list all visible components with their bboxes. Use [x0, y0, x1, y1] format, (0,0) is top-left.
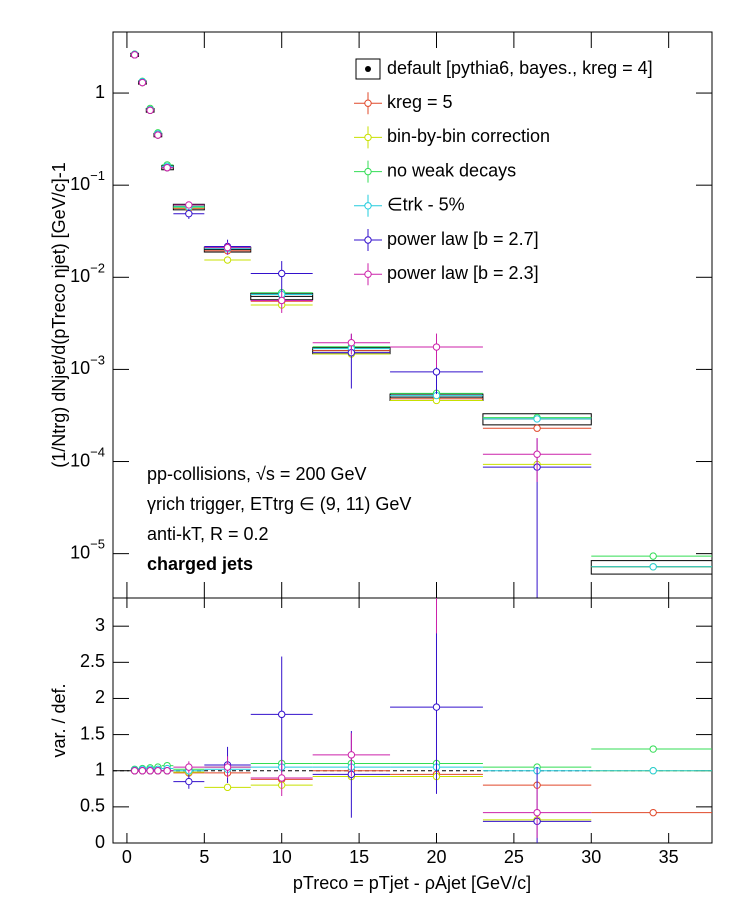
data-point — [649, 808, 657, 817]
x-axis-label: pTreco = pTjet - ρAjet [GeV/c] — [293, 873, 531, 893]
legend-label: power law [b = 2.7] — [387, 229, 539, 249]
data-point — [163, 767, 171, 775]
data-point — [347, 338, 356, 347]
y-tick-label: 10−5 — [70, 537, 105, 562]
data-point — [185, 763, 193, 771]
data-point — [278, 269, 286, 278]
y-tick-label: 0 — [95, 832, 105, 852]
y-tick-label: 10−2 — [70, 261, 105, 286]
data-point — [185, 201, 193, 209]
x-tick-label: 0 — [122, 847, 132, 867]
plot-frame — [112, 597, 713, 844]
y-tick-label: 1 — [95, 82, 105, 102]
legend-marker — [364, 202, 372, 210]
data-point — [533, 450, 541, 458]
uncertainty-box — [590, 560, 712, 575]
y-axis-label: var. / def. — [49, 683, 69, 757]
legend-marker — [364, 270, 372, 278]
y-axis-label: (1/Ntrg) dNjet/d(pTreco ηjet) [GeV/c]-1 — [49, 162, 69, 467]
data-point — [649, 552, 657, 560]
y-tick-label: 3 — [95, 615, 105, 635]
legend-marker — [364, 133, 372, 142]
data-point — [223, 783, 232, 792]
legend-label: bin-by-bin correction — [387, 126, 550, 146]
data-point — [163, 163, 171, 172]
exponent: −4 — [90, 445, 105, 460]
y-tick-label: 10−3 — [70, 353, 105, 378]
legend-marker — [364, 236, 372, 244]
legend-marker — [365, 66, 371, 72]
data-point — [223, 763, 232, 771]
x-tick-label: 35 — [659, 847, 679, 867]
data-point — [432, 343, 441, 351]
annotation: anti-kT, R = 0.2 — [147, 524, 269, 544]
data-point — [278, 774, 286, 782]
x-tick-label: 30 — [581, 847, 601, 867]
data-point — [185, 777, 193, 786]
legend-label: kreg = 5 — [387, 92, 453, 112]
exponent: −1 — [90, 169, 105, 184]
data-point — [649, 745, 657, 753]
annotation: γrich trigger, ETtrg ∈ (9, 11) GeV — [147, 494, 411, 514]
data-point — [154, 767, 162, 775]
legend-label: no weak decays — [387, 160, 516, 180]
legend-label: power law [b = 2.3] — [387, 263, 539, 283]
data-point — [649, 767, 657, 775]
data-point — [146, 767, 154, 775]
plot-area — [113, 598, 712, 843]
data-point — [347, 751, 356, 759]
y-tick-label: 2.5 — [80, 651, 105, 671]
data-point — [650, 599, 656, 605]
data-point — [223, 243, 232, 252]
exponent: −2 — [90, 261, 105, 276]
data-point — [223, 256, 232, 264]
data-point — [278, 296, 286, 305]
exponent: −5 — [90, 537, 105, 552]
data-point — [649, 563, 657, 571]
y-tick-label: 10−1 — [70, 169, 105, 194]
y-tick-label: 2 — [95, 687, 105, 707]
y-tick-label: 1 — [95, 759, 105, 779]
x-tick-label: 10 — [272, 847, 292, 867]
data-point — [432, 368, 441, 376]
data-point — [138, 78, 147, 87]
data-point — [185, 210, 193, 218]
data-point — [278, 710, 286, 719]
data-point — [533, 424, 541, 432]
y-tick-label: 1.5 — [80, 723, 105, 743]
data-point — [432, 703, 441, 711]
data-point — [138, 767, 147, 775]
data-point — [533, 415, 541, 423]
legend-box — [355, 58, 381, 80]
data-point — [146, 106, 154, 114]
legend-label: ∈trk - 5% — [387, 195, 465, 215]
y-tick-label: 10−4 — [70, 445, 105, 470]
legend-label: default [pythia6, bayes., kreg = 4] — [387, 58, 653, 78]
data-point — [533, 808, 541, 817]
data-point — [130, 51, 139, 59]
x-tick-label: 20 — [426, 847, 446, 867]
legend-marker — [364, 167, 372, 176]
y-tick-label: 0.5 — [80, 796, 105, 816]
x-tick-label: 5 — [199, 847, 209, 867]
x-tick-label: 25 — [504, 847, 524, 867]
data-point — [154, 131, 162, 139]
annotation: charged jets — [147, 554, 253, 574]
x-tick-label: 15 — [349, 847, 369, 867]
plot-area — [130, 50, 712, 605]
legend-marker — [364, 99, 372, 107]
exponent: −3 — [90, 353, 105, 368]
annotation: pp-collisions, √s = 200 GeV — [147, 464, 367, 484]
data-point — [130, 767, 139, 775]
